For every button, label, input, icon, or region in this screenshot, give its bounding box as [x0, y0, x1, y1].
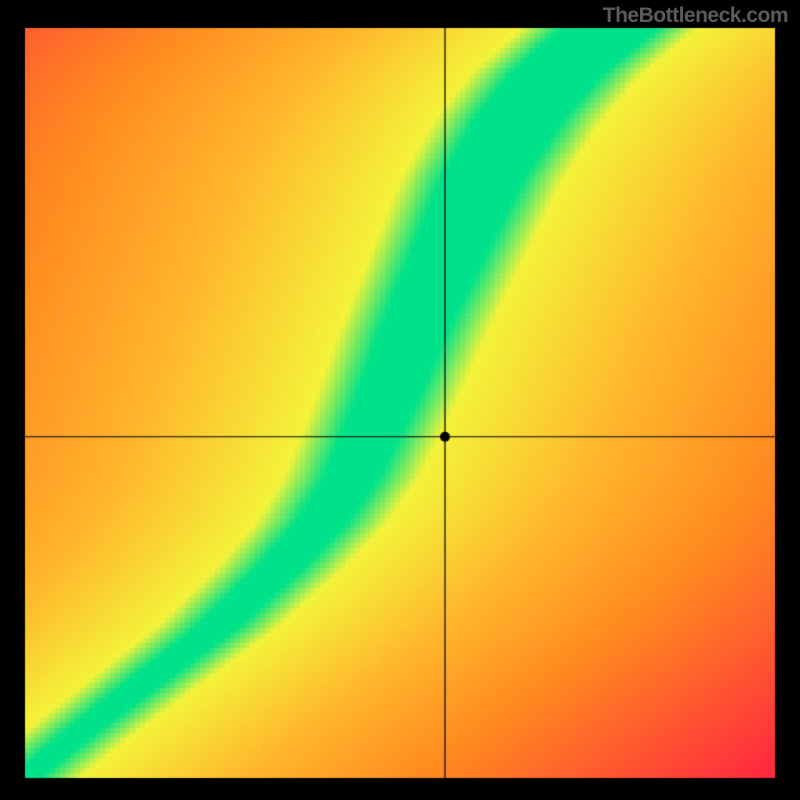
bottleneck-heatmap-canvas	[0, 0, 800, 800]
chart-container: TheBottleneck.com	[0, 0, 800, 800]
watermark-text: TheBottleneck.com	[603, 4, 788, 28]
